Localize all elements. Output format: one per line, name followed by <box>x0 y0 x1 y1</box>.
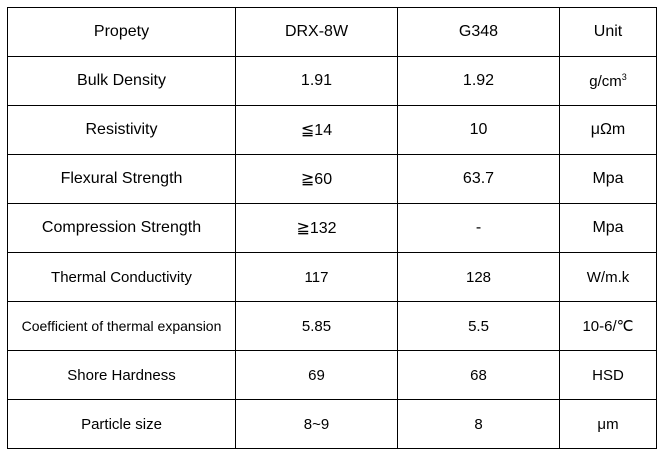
g348-cell: - <box>397 203 560 253</box>
property-cell: Resistivity <box>7 105 236 155</box>
table-row: Coefficient of thermal expansion 5.85 5.… <box>7 301 657 351</box>
property-cell: Bulk Density <box>7 56 236 106</box>
property-cell: Coefficient of thermal expansion <box>7 301 236 351</box>
unit-cell: W/m.k <box>559 252 657 302</box>
table-row: Compression Strength ≧132 - Mpa <box>7 203 657 253</box>
g348-cell: 5.5 <box>397 301 560 351</box>
drx8w-cell: 117 <box>235 252 398 302</box>
drx8w-cell: ≧132 <box>235 203 398 253</box>
drx8w-cell: 8~9 <box>235 399 398 449</box>
header-drx8w: DRX-8W <box>235 7 398 57</box>
property-cell: Thermal Conductivity <box>7 252 236 302</box>
unit-superscript: 3 <box>621 71 627 82</box>
g348-cell: 1.92 <box>397 56 560 106</box>
header-unit: Unit <box>559 7 657 57</box>
g348-cell: 68 <box>397 350 560 400</box>
g348-cell: 128 <box>397 252 560 302</box>
unit-cell: HSD <box>559 350 657 400</box>
table-header-row: Propety DRX-8W G348 Unit <box>7 7 657 57</box>
drx8w-cell: 1.91 <box>235 56 398 106</box>
unit-cell: Mpa <box>559 154 657 204</box>
unit-cell: 10-6/℃ <box>559 301 657 351</box>
properties-table: Propety DRX-8W G348 Unit Bulk Density 1.… <box>7 7 657 449</box>
unit-cell: μΩm <box>559 105 657 155</box>
drx8w-cell: 5.85 <box>235 301 398 351</box>
header-property: Propety <box>7 7 236 57</box>
g348-cell: 63.7 <box>397 154 560 204</box>
property-cell: Particle size <box>7 399 236 449</box>
table-row: Shore Hardness 69 68 HSD <box>7 350 657 400</box>
unit-cell: Mpa <box>559 203 657 253</box>
property-cell: Shore Hardness <box>7 350 236 400</box>
table-row: Bulk Density 1.91 1.92 g/cm3 <box>7 56 657 106</box>
table-row: Thermal Conductivity 117 128 W/m.k <box>7 252 657 302</box>
drx8w-cell: ≧60 <box>235 154 398 204</box>
unit-cell: μm <box>559 399 657 449</box>
property-cell: Compression Strength <box>7 203 236 253</box>
table-row: Resistivity ≦14 10 μΩm <box>7 105 657 155</box>
g348-cell: 10 <box>397 105 560 155</box>
unit-base: g/cm <box>589 72 622 90</box>
table-row: Particle size 8~9 8 μm <box>7 399 657 449</box>
drx8w-cell: 69 <box>235 350 398 400</box>
property-cell: Flexural Strength <box>7 154 236 204</box>
unit-cell: g/cm3 <box>559 56 657 106</box>
g348-cell: 8 <box>397 399 560 449</box>
drx8w-cell: ≦14 <box>235 105 398 155</box>
header-g348: G348 <box>397 7 560 57</box>
table-row: Flexural Strength ≧60 63.7 Mpa <box>7 154 657 204</box>
properties-table-container: Propety DRX-8W G348 Unit Bulk Density 1.… <box>7 7 657 449</box>
